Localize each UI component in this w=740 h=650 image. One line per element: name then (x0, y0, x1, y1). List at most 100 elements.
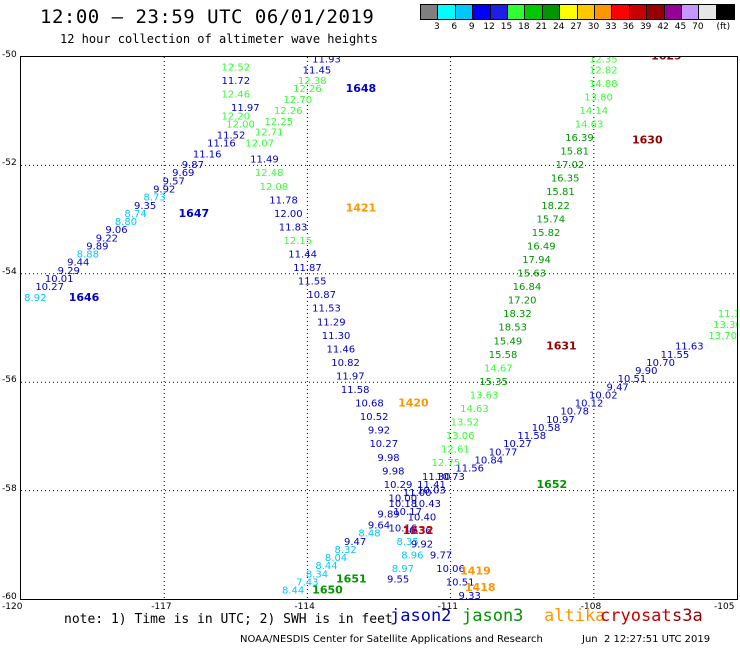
wave-height-value: 10.17 (393, 507, 422, 518)
scale-swatch (663, 4, 683, 20)
wave-height-value: 11.72 (221, 76, 250, 87)
scale-swatch (437, 4, 457, 20)
scale-label: 15 (500, 22, 513, 32)
wave-height-value: 15.74 (537, 214, 566, 225)
wave-height-value: 9.87 (182, 160, 204, 171)
wave-height-value: 13.52 (451, 418, 480, 429)
x-tick-label: -111 (437, 602, 459, 612)
wave-height-value: 9.98 (382, 466, 404, 477)
wave-height-value: 11.53 (312, 304, 341, 315)
wave-height-value: 9.92 (153, 185, 175, 196)
wave-height-value: 12.52 (221, 63, 250, 74)
scale-label: 21 (535, 22, 548, 32)
wave-height-value: 12.25 (264, 117, 293, 128)
scale-swatch (454, 4, 474, 20)
pass-time-label: 1421 (346, 201, 377, 214)
wave-height-value: 10.03 (417, 485, 446, 496)
scale-label: 39 (639, 22, 652, 32)
page-title: 12:00 — 23:59 UTC 06/01/2019 (40, 6, 375, 28)
scale-label: 3 (434, 22, 440, 32)
wave-height-value: 10.27 (369, 439, 398, 450)
wave-height-value: 10.70 (646, 358, 675, 369)
pass-time-label: 1651 (336, 573, 367, 586)
wave-height-value: 10.87 (307, 290, 336, 301)
wave-height-value: 10.68 (355, 399, 384, 410)
wave-height-value: 11.30 (422, 472, 451, 483)
wave-height-value: 8.97 (392, 564, 414, 575)
scale-swatch (628, 4, 648, 20)
wave-height-value: 8.34 (306, 569, 328, 580)
pass-time-label: 1420 (398, 397, 429, 410)
wave-height-value: 11.97 (231, 103, 260, 114)
wave-height-value: 15.49 (494, 336, 523, 347)
wave-height-value: 11.30 (322, 331, 351, 342)
scale-swatch (524, 4, 544, 20)
wave-height-value: 9.47 (344, 537, 366, 548)
scale-label: 45 (674, 22, 687, 32)
wave-height-value: 9.89 (86, 241, 108, 252)
pass-time-label: 1652 (537, 478, 568, 491)
y-tick-label: -56 (2, 375, 17, 386)
wave-height-value: 11.16 (193, 149, 222, 160)
scale-swatch (681, 4, 700, 20)
wave-height-value: 11.63 (675, 342, 704, 353)
legend-item-cryosat: cryosat (600, 606, 672, 626)
x-tick-label: -108 (580, 602, 602, 612)
legend-item-jason3: jason3 (462, 606, 524, 626)
wave-height-value: 11.41 (417, 480, 446, 491)
scale-label: (ft) (716, 22, 731, 32)
wave-height-value: 16.39 (565, 133, 594, 144)
wave-height-value: 13.36 (713, 320, 737, 331)
wave-height-value: 10.40 (408, 512, 437, 523)
wave-height-value: 9.55 (387, 575, 409, 586)
y-tick-label: -58 (2, 483, 17, 494)
scale-label: 27 (570, 22, 582, 32)
wave-height-value: 11.97 (336, 371, 365, 382)
wave-height-value: 15.81 (546, 187, 575, 198)
pass-time-label: 1631 (546, 340, 577, 353)
scale-label: 9 (468, 22, 475, 32)
scale-swatch (420, 4, 439, 20)
wave-height-value: 10.82 (331, 358, 360, 369)
wave-height-value: 12.07 (245, 138, 274, 149)
wave-height-value: 15.63 (517, 269, 546, 280)
scale-label: 18 (518, 22, 530, 32)
wave-height-value: 18.22 (541, 201, 570, 212)
wave-height-value: 10.29 (384, 480, 413, 491)
wave-height-value: 12.00 (274, 209, 303, 220)
wave-height-value: 11.58 (341, 385, 370, 396)
wave-height-value: 14.67 (484, 363, 513, 374)
wave-height-value: 15.82 (532, 228, 561, 239)
scale-swatch (715, 4, 735, 20)
y-tick-label: -52 (2, 158, 17, 169)
wave-height-value: 15.58 (489, 350, 518, 361)
wave-height-value: 10.01 (45, 274, 74, 285)
pass-time-label: 1632 (403, 524, 434, 537)
wave-height-value: 12.48 (255, 168, 284, 179)
wave-height-value: 16.35 (551, 174, 580, 185)
wave-height-value: 14.63 (575, 119, 604, 130)
wave-height-value: 9.29 (58, 266, 80, 277)
wave-height-value: 8.80 (115, 217, 137, 228)
wave-height-value: 13.06 (446, 431, 475, 442)
scale-label: 30 (587, 22, 600, 32)
wave-height-value: 11.55 (661, 350, 690, 361)
wave-height-value: 12.82 (589, 65, 618, 76)
wave-height-value: 12.08 (260, 182, 289, 193)
wave-height-value: 8.48 (358, 529, 380, 540)
wave-height-value: 12.00 (226, 119, 255, 130)
wave-height-value: 12.70 (284, 95, 313, 106)
wave-height-value: 12.15 (284, 236, 313, 247)
x-tick-label: -114 (294, 602, 315, 612)
scale-label: 36 (622, 22, 635, 32)
wave-height-value: 9.06 (105, 225, 127, 236)
wave-height-value: 11.55 (298, 277, 327, 288)
wave-height-value: 10.51 (446, 577, 475, 588)
wave-height-value: 9.92 (411, 540, 433, 551)
wave-height-value: 11.49 (250, 155, 279, 166)
wave-height-value: 11.00 (403, 488, 432, 499)
x-tick-label: -117 (151, 602, 172, 612)
x-tick-label: -120 (2, 602, 23, 612)
footer-timestamp: Jun 2 12:27:51 UTC 2019 (582, 634, 711, 645)
scale-label: 42 (657, 22, 669, 32)
